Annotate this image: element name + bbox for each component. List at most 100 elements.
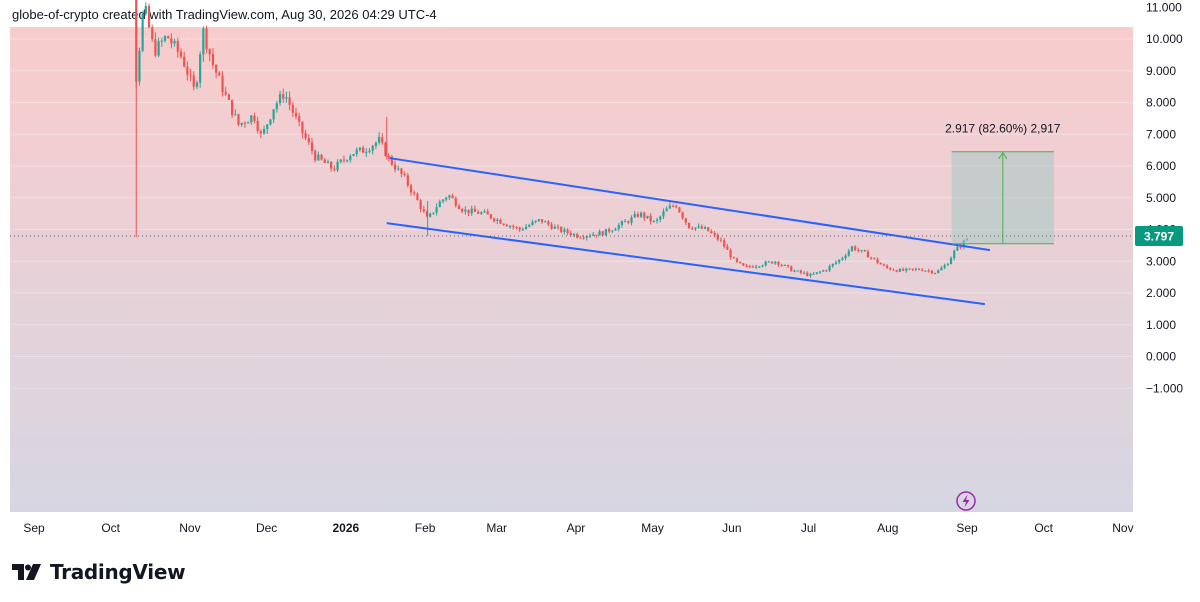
candle-body (256, 120, 259, 132)
price-tick-label: 1.000 (1146, 318, 1176, 332)
candle-body (636, 214, 639, 217)
candle-body (470, 208, 473, 214)
candle-body (937, 270, 940, 273)
candle-body (508, 226, 512, 228)
candle-body (512, 226, 515, 228)
candle-body (240, 122, 243, 125)
time-tick-label: Oct (101, 521, 120, 535)
candle-body (336, 161, 339, 171)
candle-body (898, 268, 902, 272)
candle-body (489, 214, 493, 219)
price-tick-label: −1.000 (1146, 381, 1183, 395)
candle-body (790, 266, 793, 272)
candle-body (553, 226, 556, 229)
candle-body (326, 161, 330, 164)
candle-body (144, 5, 147, 14)
candle-body (473, 208, 477, 212)
candle-body (457, 205, 461, 209)
candle-body (822, 270, 825, 272)
time-axis[interactable]: Sep Oct Nov Dec 2026 Feb Mar Apr May Jun Jul Aug Sep… (23, 521, 1133, 535)
candle-body (298, 116, 301, 122)
candle-body (272, 109, 275, 120)
candle-body (713, 233, 716, 235)
candle-body (691, 228, 694, 230)
tradingview-logo-icon (12, 564, 41, 580)
candle-body (828, 266, 831, 271)
candle-body (486, 211, 489, 215)
candle-body (317, 154, 320, 161)
candle-body (352, 154, 355, 156)
candle-body (569, 232, 572, 236)
candle-body (499, 219, 502, 224)
candle-body (179, 51, 183, 57)
candle-body (940, 267, 943, 271)
candle-body (649, 215, 652, 222)
price-tick-label: 5.000 (1146, 191, 1176, 205)
candle-body (307, 138, 310, 143)
candle-body (154, 39, 157, 56)
candle-body (202, 28, 205, 55)
price-chart[interactable]: 2.917 (82.60%) 2,917 13.00012.00011.0001… (0, 0, 1200, 550)
candle-body (246, 122, 250, 124)
candle-body (269, 119, 272, 125)
candle-body (215, 64, 218, 73)
candle-body (825, 270, 828, 272)
descending-channel[interactable] (386, 157, 991, 306)
candle-body (445, 197, 448, 200)
candle-body (224, 92, 227, 95)
candle-body (163, 36, 167, 41)
candle-body (259, 131, 262, 134)
candle-body (432, 212, 435, 214)
candle-body (464, 209, 467, 212)
candle-body (189, 74, 192, 76)
candle-body (639, 212, 643, 217)
candle-body (176, 41, 179, 52)
candle-series (135, 0, 969, 278)
candle-body (755, 266, 758, 268)
candle-body (371, 145, 374, 151)
candle-body (199, 54, 202, 83)
candle-body (719, 239, 723, 241)
candle-body (301, 121, 304, 134)
candle-body (710, 231, 713, 234)
candle-body (665, 208, 668, 212)
candle-body (770, 261, 774, 264)
candle-body (294, 112, 298, 117)
candle-body (662, 211, 665, 217)
price-tick-label: 0.000 (1146, 350, 1176, 364)
price-axis[interactable]: 13.00012.00011.00010.0009.0008.0007.0006… (1146, 0, 1183, 395)
candle-body (889, 267, 892, 270)
candle-body (729, 249, 732, 258)
tradingview-logo[interactable]: TradingView (12, 560, 186, 584)
candle-body (304, 133, 307, 139)
candle-body (914, 268, 917, 270)
price-range-measure[interactable]: 2.917 (82.60%) 2,917 (945, 122, 1061, 245)
candle-body (425, 211, 429, 217)
time-tick-label: Sep (956, 521, 978, 535)
candle-body (170, 38, 173, 44)
candle-body (147, 5, 151, 28)
lightning-icon[interactable] (956, 491, 976, 511)
candle-body (314, 151, 317, 161)
candle-body (646, 215, 649, 218)
candle-body (320, 154, 323, 160)
candle-body (534, 220, 537, 222)
candle-body (598, 231, 601, 236)
candle-body (585, 236, 588, 238)
candle-body (438, 201, 441, 208)
candle-body (211, 54, 215, 65)
time-tick-label: Jun (722, 521, 741, 535)
candle-body (253, 115, 256, 121)
candle-body (777, 261, 780, 265)
candle-body (291, 105, 294, 113)
time-tick-label: Apr (567, 521, 586, 535)
candle-body (413, 192, 416, 194)
candle-body (138, 50, 141, 82)
candle-body (675, 205, 678, 208)
candle-body (205, 28, 208, 50)
candle-body (333, 168, 336, 171)
candle-body (694, 227, 697, 230)
candle-body (483, 211, 486, 213)
candle-body (643, 212, 646, 218)
candle-body (493, 218, 496, 221)
